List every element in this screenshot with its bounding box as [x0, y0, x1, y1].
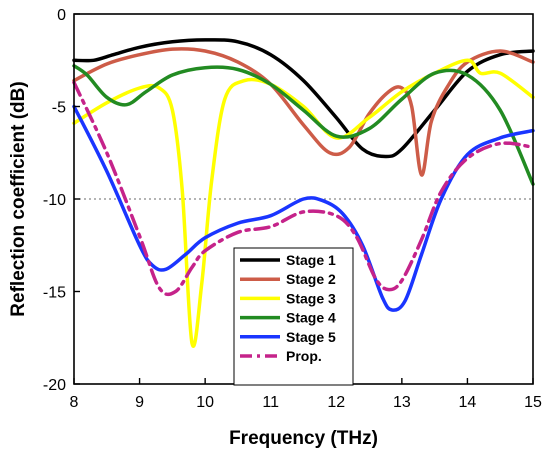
- y-tick-label: -5: [52, 100, 66, 117]
- y-tick-label: -20: [43, 377, 66, 394]
- x-tick-label: 12: [327, 394, 345, 411]
- legend: Stage 1 Stage 2 Stage 3 Stage 4 Stage 5 Prop.: [233, 247, 354, 386]
- x-tick-label: 11: [262, 394, 279, 411]
- y-tick-label: 0: [57, 7, 66, 24]
- x-axis-title: Frequency (THz): [229, 428, 378, 449]
- x-tick-label: 13: [393, 394, 411, 411]
- x-tick-label: 14: [459, 394, 477, 411]
- series-line-stage-1: [72, 38, 535, 159]
- y-tick-label: -15: [43, 285, 66, 302]
- legend-label: Stage 3: [286, 290, 336, 306]
- series-line-stage-5: [72, 104, 535, 312]
- legend-label: Stage 2: [286, 271, 336, 287]
- y-axis-title: Reflection coefficient (dB): [8, 81, 29, 316]
- series-line-prop: [72, 80, 535, 297]
- x-tick-label: 9: [135, 394, 144, 411]
- legend-label: Stage 5: [286, 329, 336, 345]
- legend-label: Prop.: [286, 348, 322, 364]
- y-tick-label: -10: [43, 192, 66, 209]
- legend-label: Stage 4: [286, 310, 336, 326]
- series-line-stage-3: [72, 58, 535, 348]
- ticks-layer: 8 9 10 11 12 13 14 15 0 -5 -10 -15 -20: [43, 7, 542, 411]
- x-tick-label: 10: [196, 394, 214, 411]
- series-layer: [72, 38, 535, 348]
- series-line-stage-2: [72, 47, 535, 177]
- x-tick-label: 15: [524, 394, 542, 411]
- legend-label: Stage 1: [286, 252, 336, 268]
- x-tick-label: 8: [70, 394, 79, 411]
- series-line-stage-4: [72, 64, 535, 186]
